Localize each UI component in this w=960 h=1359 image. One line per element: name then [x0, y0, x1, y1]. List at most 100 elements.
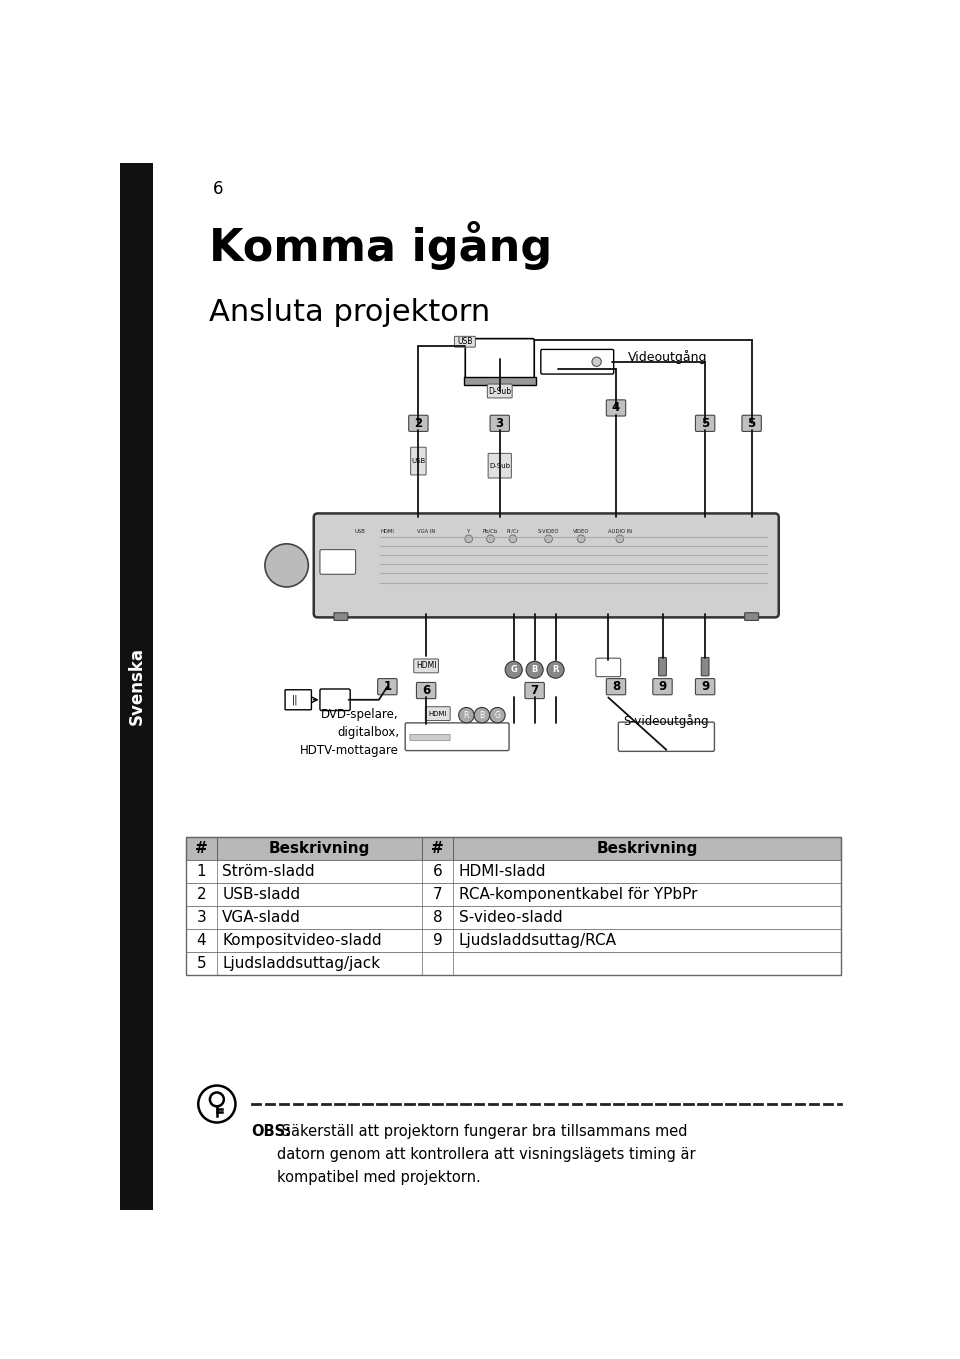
Text: R: R	[552, 666, 559, 674]
Circle shape	[505, 662, 522, 678]
FancyBboxPatch shape	[410, 734, 450, 741]
FancyBboxPatch shape	[653, 678, 672, 694]
Text: Ljudsladdsuttag/RCA: Ljudsladdsuttag/RCA	[459, 934, 616, 949]
Text: 1: 1	[197, 864, 206, 879]
Text: 4: 4	[197, 934, 206, 949]
Text: 7: 7	[433, 887, 443, 902]
Text: 3: 3	[495, 417, 504, 429]
Text: 7: 7	[531, 684, 539, 697]
Text: Kompositvideo-sladd: Kompositvideo-sladd	[223, 934, 382, 949]
Text: 2: 2	[197, 887, 206, 902]
FancyBboxPatch shape	[120, 163, 153, 1210]
Text: D-Sub: D-Sub	[490, 462, 511, 469]
FancyBboxPatch shape	[607, 678, 626, 694]
Text: USB-sladd: USB-sladd	[223, 887, 300, 902]
FancyBboxPatch shape	[186, 906, 841, 930]
Text: Pb/Cb: Pb/Cb	[483, 529, 498, 534]
FancyBboxPatch shape	[454, 336, 475, 347]
FancyBboxPatch shape	[377, 678, 397, 694]
Text: B: B	[532, 666, 538, 674]
FancyBboxPatch shape	[488, 454, 512, 478]
FancyBboxPatch shape	[742, 416, 761, 431]
Text: DVD-spelare,
digitalbox,
HDTV-mottagare: DVD-spelare, digitalbox, HDTV-mottagare	[300, 708, 399, 757]
Text: G: G	[511, 666, 517, 674]
FancyBboxPatch shape	[320, 689, 350, 711]
Text: R: R	[464, 711, 469, 720]
Circle shape	[547, 662, 564, 678]
FancyBboxPatch shape	[320, 549, 355, 575]
Text: 2: 2	[415, 417, 422, 429]
Text: B: B	[479, 711, 485, 720]
Text: USB: USB	[411, 458, 425, 463]
Text: Ström-sladd: Ström-sladd	[223, 864, 315, 879]
Circle shape	[474, 708, 490, 723]
FancyBboxPatch shape	[186, 860, 841, 883]
Text: 9: 9	[701, 681, 709, 693]
FancyBboxPatch shape	[695, 416, 715, 431]
FancyBboxPatch shape	[490, 416, 510, 431]
FancyBboxPatch shape	[745, 613, 758, 621]
Text: Pr/Cr: Pr/Cr	[507, 529, 519, 534]
Text: 5: 5	[701, 417, 709, 429]
Text: Y: Y	[468, 529, 470, 534]
Text: Säkerställ att projektorn fungerar bra tillsammans med
datorn genom att kontroll: Säkerställ att projektorn fungerar bra t…	[277, 1124, 696, 1185]
FancyBboxPatch shape	[314, 514, 779, 617]
Text: OBS:: OBS:	[252, 1124, 292, 1139]
FancyBboxPatch shape	[540, 349, 613, 374]
Text: USB: USB	[355, 529, 366, 534]
Text: ||: ||	[292, 694, 299, 705]
Circle shape	[459, 708, 474, 723]
FancyBboxPatch shape	[488, 385, 512, 398]
Text: AUDIO IN: AUDIO IN	[608, 529, 632, 534]
FancyBboxPatch shape	[596, 658, 621, 677]
Text: D-Sub: D-Sub	[489, 386, 512, 395]
FancyBboxPatch shape	[466, 338, 534, 379]
FancyBboxPatch shape	[695, 678, 715, 694]
Text: RCA-komponentkabel för YPbPr: RCA-komponentkabel för YPbPr	[459, 887, 697, 902]
Text: 6: 6	[422, 684, 430, 697]
FancyBboxPatch shape	[425, 707, 450, 720]
Text: 1: 1	[383, 681, 392, 693]
Text: Svenska: Svenska	[128, 647, 145, 726]
Text: S-videoutgång: S-videoutgång	[624, 715, 709, 728]
Circle shape	[592, 357, 601, 367]
Circle shape	[487, 535, 494, 542]
Circle shape	[509, 535, 516, 542]
Text: HDMI-sladd: HDMI-sladd	[459, 864, 546, 879]
Circle shape	[577, 535, 585, 542]
FancyBboxPatch shape	[409, 416, 428, 431]
Text: Beskrivning: Beskrivning	[596, 841, 698, 856]
Circle shape	[265, 544, 308, 587]
FancyBboxPatch shape	[414, 659, 439, 673]
Text: VIDEO: VIDEO	[573, 529, 589, 534]
FancyBboxPatch shape	[525, 682, 544, 699]
Text: 9: 9	[659, 681, 666, 693]
FancyBboxPatch shape	[186, 930, 841, 953]
Text: 9: 9	[433, 934, 443, 949]
Text: 6: 6	[213, 179, 224, 198]
Text: #: #	[195, 841, 207, 856]
Text: VGA-sladd: VGA-sladd	[223, 911, 301, 925]
FancyBboxPatch shape	[411, 447, 426, 474]
FancyBboxPatch shape	[186, 883, 841, 906]
FancyBboxPatch shape	[618, 722, 714, 752]
FancyBboxPatch shape	[186, 953, 841, 976]
Circle shape	[465, 535, 472, 542]
FancyBboxPatch shape	[285, 690, 311, 709]
FancyBboxPatch shape	[334, 613, 348, 621]
Text: HDMI: HDMI	[428, 711, 447, 716]
Circle shape	[544, 535, 552, 542]
Text: G: G	[494, 711, 500, 720]
FancyBboxPatch shape	[659, 658, 666, 675]
Text: HDMI: HDMI	[380, 529, 395, 534]
FancyBboxPatch shape	[607, 400, 626, 416]
Text: Beskrivning: Beskrivning	[269, 841, 371, 856]
Text: 5: 5	[748, 417, 756, 429]
Text: 3: 3	[197, 911, 206, 925]
Text: S-VIDEO: S-VIDEO	[538, 529, 560, 534]
Text: S-video-sladd: S-video-sladd	[459, 911, 563, 925]
Text: Komma igång: Komma igång	[209, 220, 552, 270]
Text: Ljudsladdsuttag/jack: Ljudsladdsuttag/jack	[223, 957, 380, 972]
Text: Videoutgång: Videoutgång	[628, 351, 708, 364]
Text: VGA IN: VGA IN	[417, 529, 435, 534]
